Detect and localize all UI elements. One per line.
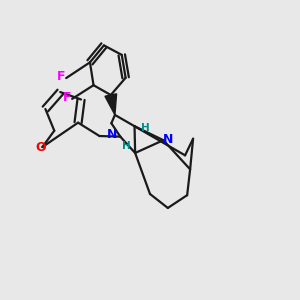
Text: H: H [122,140,130,151]
Polygon shape [105,94,117,115]
Text: H: H [141,123,149,133]
Text: F: F [57,70,65,83]
Text: N: N [107,128,117,141]
Text: O: O [36,140,46,154]
Text: N: N [163,133,173,146]
Text: F: F [62,91,71,104]
